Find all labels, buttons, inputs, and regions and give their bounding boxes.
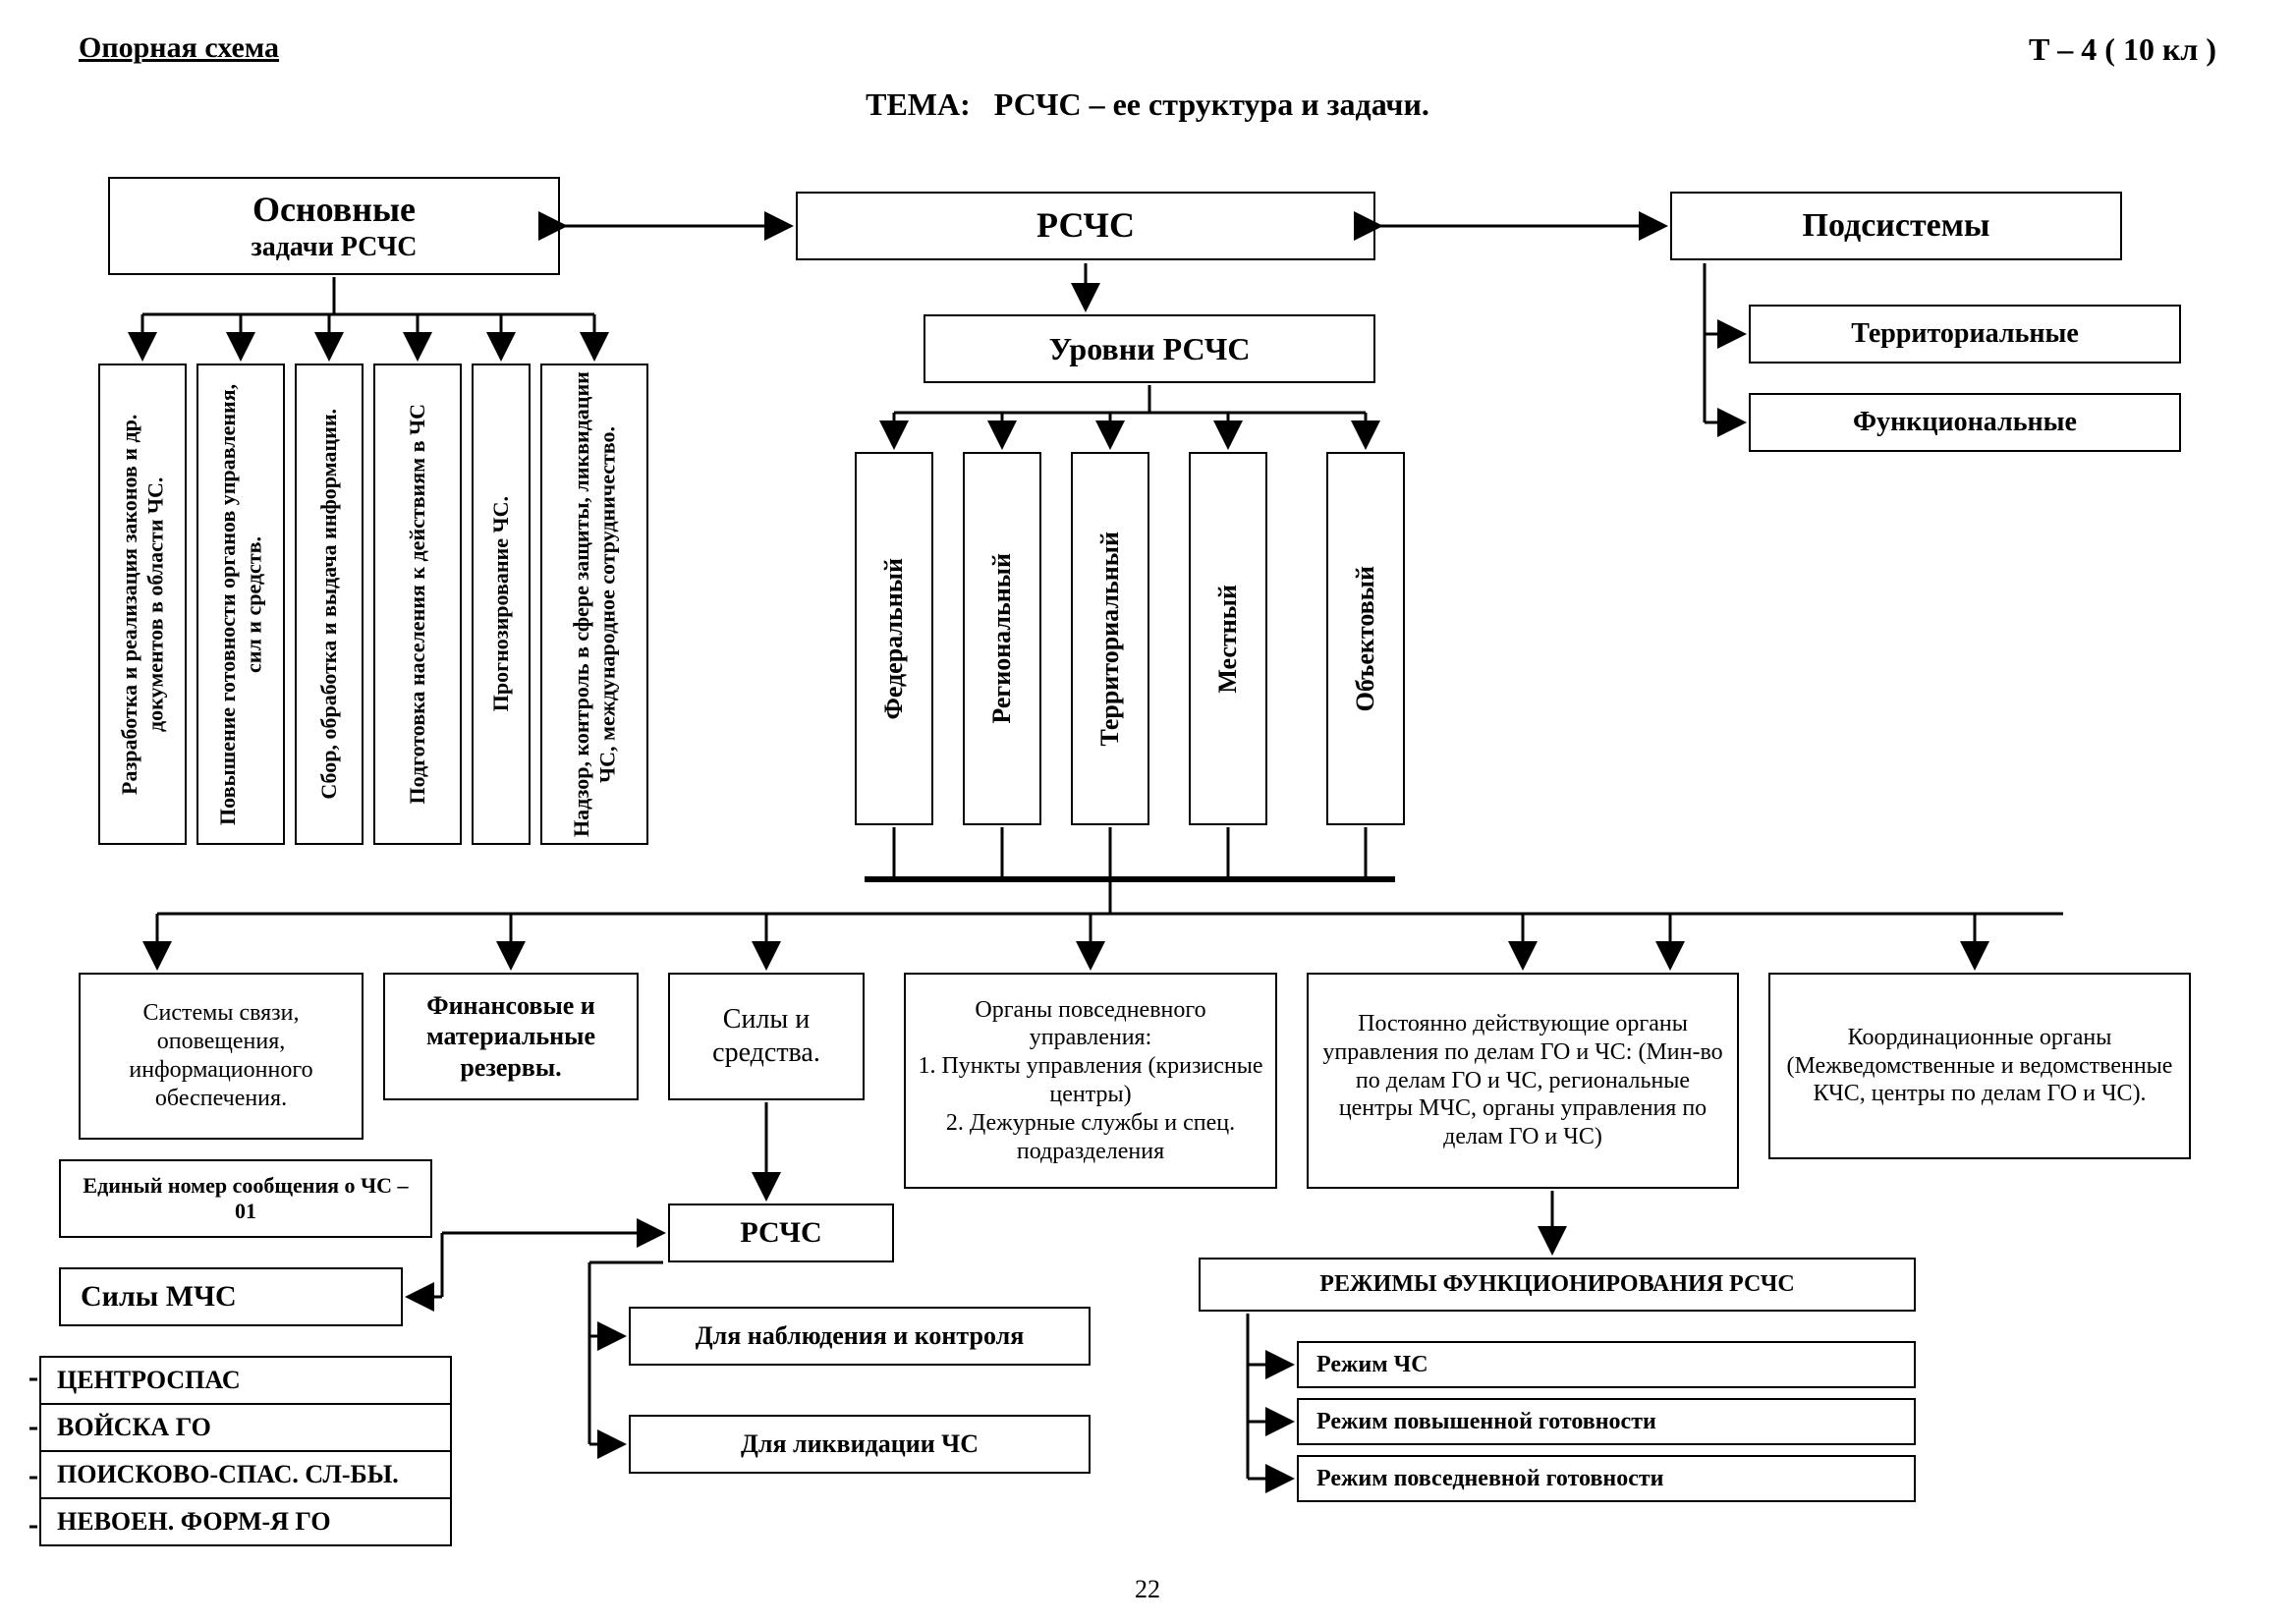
row-5: Постоянно действующие органы управления …	[1307, 973, 1739, 1189]
topic-code: Т – 4 ( 10 кл )	[2029, 31, 2216, 68]
level-5: Объектовый	[1326, 452, 1405, 825]
sub-functional: Функциональные	[1749, 393, 2181, 452]
row-2: Финансовые и материальные резервы.	[383, 973, 639, 1100]
tasks-box: Основные задачи РСЧС	[108, 177, 560, 275]
topic-text: РСЧС – ее структура и задачи.	[994, 86, 1429, 122]
mid-b2: Для ликвидации ЧС	[629, 1415, 1091, 1474]
center-box: РСЧС	[796, 192, 1375, 260]
task-3: Сбор, обработка и выдача информации.	[295, 364, 364, 845]
task-2: Повышение готовности органов управления,…	[196, 364, 285, 845]
mchs-forces: Силы МЧС	[59, 1267, 403, 1326]
mode-1: Режим ЧС	[1297, 1341, 1916, 1388]
rschs-mid: РСЧС	[668, 1204, 894, 1262]
subsystems-box: Подсистемы	[1670, 192, 2122, 260]
tasks-l1: Основные	[252, 189, 416, 231]
mode-3: Режим повседневной готовности	[1297, 1455, 1916, 1502]
topic-line: ТЕМА: РСЧС – ее структура и задачи.	[0, 86, 2295, 123]
task-5: Прогнозирование ЧС.	[472, 364, 531, 845]
unified-number: Единый номер сообщения о ЧС – 01	[59, 1159, 432, 1238]
level-3: Территориальный	[1071, 452, 1149, 825]
levels-box: Уровни РСЧС	[924, 314, 1375, 383]
tasks-l2: задачи РСЧС	[252, 231, 418, 264]
row-1: Системы связи, оповещения, информационно…	[79, 973, 364, 1140]
topic-label: ТЕМА:	[866, 86, 971, 122]
mchs-1: ЦЕНТРОСПАС	[41, 1358, 450, 1403]
scheme-label: Опорная схема	[79, 31, 279, 65]
mchs-3: ПОИСКОВО-СПАС. СЛ-БЫ.	[41, 1450, 450, 1497]
task-1: Разработка и реализация законов и др. до…	[98, 364, 187, 845]
row-4: Органы повседневного управления: 1. Пунк…	[904, 973, 1277, 1189]
task-6: Надзор, контроль в сфере защиты, ликвида…	[540, 364, 648, 845]
mode-2: Режим повышенной готовности	[1297, 1398, 1916, 1445]
sub-territorial: Территориальные	[1749, 305, 2181, 364]
level-4: Местный	[1189, 452, 1267, 825]
mchs-4: НЕВОЕН. ФОРМ-Я ГО	[41, 1497, 450, 1544]
row-3: Силы и средства.	[668, 973, 865, 1100]
mchs-2: ВОЙСКА ГО	[41, 1403, 450, 1450]
task-4: Подготовка населения к действиям в ЧС	[373, 364, 462, 845]
modes-title: РЕЖИМЫ ФУНКЦИОНИРОВАНИЯ РСЧС	[1199, 1258, 1916, 1312]
mchs-list: ЦЕНТРОСПАС ВОЙСКА ГО ПОИСКОВО-СПАС. СЛ-Б…	[39, 1356, 452, 1546]
mid-b1: Для наблюдения и контроля	[629, 1307, 1091, 1366]
level-1: Федеральный	[855, 452, 933, 825]
level-2: Региональный	[963, 452, 1041, 825]
diagram-page: Опорная схема Т – 4 ( 10 кл ) ТЕМА: РСЧС…	[0, 0, 2295, 1624]
row-6: Координационные органы (Межведомственные…	[1768, 973, 2191, 1159]
page-number: 22	[0, 1575, 2295, 1604]
